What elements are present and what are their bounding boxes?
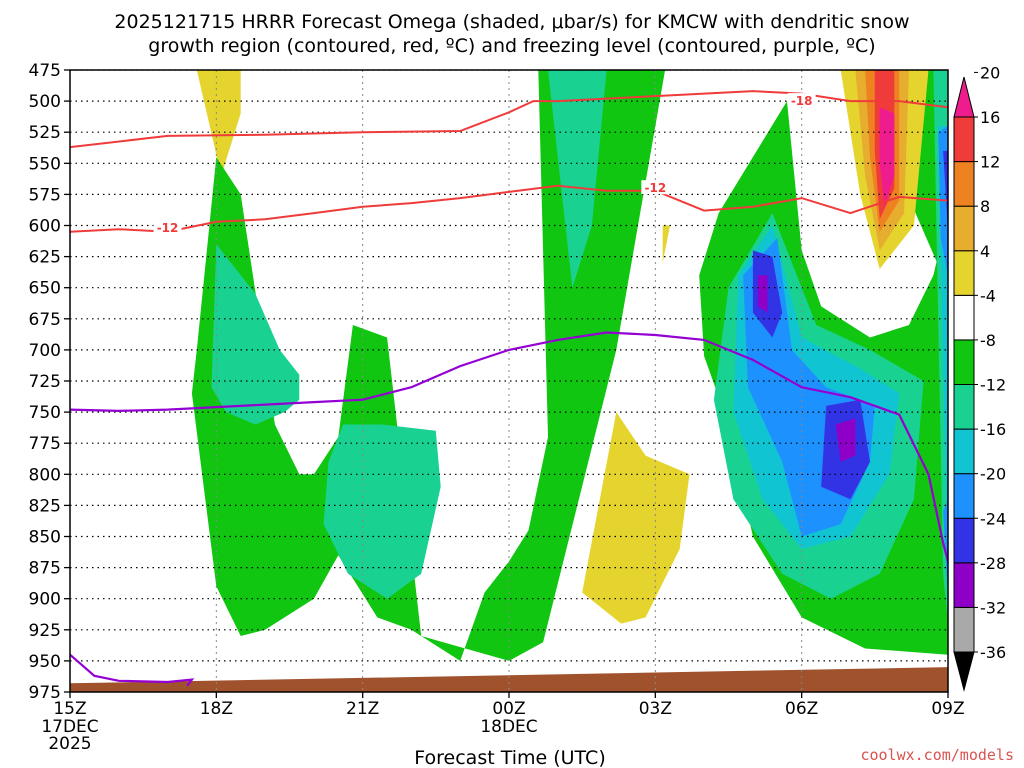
colorbar-bin-12 (953, 116, 975, 163)
colorbar-bin-11 (953, 161, 975, 207)
x-tick-label-2: 21Z (346, 699, 379, 719)
y-tick-label-10: 725 (29, 372, 61, 392)
y-tick-label-6: 625 (29, 248, 61, 268)
colorbar-bin-6 (953, 384, 975, 430)
y-tick-label-19: 950 (29, 652, 61, 672)
contour-label-bg-2 (641, 180, 670, 195)
y-tick-label-18: 925 (29, 621, 61, 641)
x-tick-label-4: 03Z (639, 699, 672, 719)
y-tick-label-11: 750 (29, 403, 61, 423)
y-tick-label-16: 875 (29, 559, 61, 579)
colorbar-tick-label-8: -4 (980, 286, 996, 305)
colorbar-bin-3 (953, 517, 975, 564)
omega-region-15 (835, 418, 856, 462)
plot-area: -18 -12 -12 (69, 69, 949, 693)
plot-inner: -18 -12 -12 (70, 70, 948, 692)
contour-label-2: -12 (644, 181, 666, 195)
x-tick-label-3: 00Z (492, 699, 525, 719)
omega-region-0 (196, 70, 241, 176)
x-tick-label-0: 15Z (53, 699, 86, 719)
contour-label-bg-1 (153, 219, 182, 234)
colorbar-tick-label-4: -20 (980, 465, 1006, 484)
omega-region-5 (582, 412, 690, 624)
colorbar-tick-label-6: -12 (980, 376, 1006, 395)
credit-text: coolwx.com/models (860, 746, 1014, 764)
colorbar-tick-label-7: -8 (980, 331, 996, 350)
x-tick-label-5: 06Z (785, 699, 818, 719)
contour-label-0: -18 (791, 94, 813, 108)
x-subdate-0-0: 17DEC (41, 717, 98, 737)
freezing-level-near-surface-contour (70, 653, 195, 687)
colorbar-tick-label-1: -32 (980, 598, 1006, 617)
colorbar-tick-label-10: 8 (980, 197, 990, 216)
colorbar-bin-5 (953, 428, 975, 475)
colorbar-tick-label-11: 12 (980, 153, 1000, 172)
colorbar-bin-13 (953, 76, 975, 118)
y-tick-label-12: 775 (29, 434, 61, 454)
colorbar-tick-label-12: 16 (980, 108, 1000, 127)
omega-region-1 (191, 70, 666, 661)
y-tick-label-17: 900 (29, 590, 61, 610)
omega-region-2 (548, 70, 607, 288)
chart-title-line2: growth region (contoured, red, ºC) and f… (148, 35, 875, 57)
x-axis-label: Forecast Time (UTC) (414, 747, 605, 768)
colorbar-tick-label-2: -28 (980, 554, 1006, 573)
colorbar-bin-9 (953, 250, 975, 296)
y-tick-label-4: 575 (29, 185, 61, 205)
omega-region-12 (752, 250, 783, 338)
freezing-level-contour (70, 331, 948, 562)
colorbar: -36 -32 -28 -24 -20 -16 -12 -8 -4 4 8 12 16 20 (953, 63, 1006, 692)
x-subdate-0-1: 2025 (48, 734, 91, 754)
y-tick-label-5: 600 (29, 217, 61, 237)
colorbar-bin-2 (953, 562, 975, 608)
terrain-fill (70, 667, 948, 692)
chart-title-line1: 2025121715 HRRR Forecast Omega (shaded, … (114, 11, 909, 33)
y-tick-label-1: 500 (29, 92, 61, 112)
colorbar-bin-0 (953, 651, 975, 692)
contour-label-1: -12 (157, 221, 179, 235)
y-tick-label-7: 650 (29, 279, 61, 299)
colorbar-bin-7 (953, 339, 975, 385)
omega-region-3 (211, 244, 300, 425)
colorbar-bin-1 (953, 606, 975, 653)
colorbar-bin-4 (953, 473, 975, 519)
colorbar-bin-10 (953, 205, 975, 252)
y-tick-label-20: 975 (29, 683, 61, 703)
omega-region-4 (323, 424, 441, 599)
colorbar-bin-8 (953, 294, 975, 341)
y-axis: 475 500 525 550 575 600 625 650 675 700 725 750 775 8… (29, 61, 70, 703)
omega-region-14 (757, 275, 768, 313)
x-tick-label-6: 09Z (931, 699, 964, 719)
y-tick-label-8: 675 (29, 310, 61, 330)
colorbar-tick-label-5: -16 (980, 420, 1006, 439)
colorbar-tick-label-9: 4 (980, 242, 990, 261)
colorbar-tick-label-0: -36 (980, 643, 1006, 662)
x-tick-label-1: 18Z (200, 699, 233, 719)
y-tick-label-14: 825 (29, 496, 61, 516)
dgz-minus18-contour (70, 90, 948, 149)
colorbar-tick-label-13: 20 (980, 63, 1000, 82)
contour-label-bg-0 (787, 93, 816, 108)
y-tick-label-13: 800 (29, 465, 61, 485)
omega-region-24 (943, 150, 948, 232)
x-subdate-1-0: 18DEC (480, 717, 537, 737)
y-tick-label-9: 700 (29, 341, 61, 361)
y-tick-label-15: 850 (29, 528, 61, 548)
omega-region-6 (662, 225, 670, 263)
colorbar-tick-label-3: -24 (980, 509, 1006, 528)
y-tick-label-2: 525 (29, 123, 61, 143)
y-tick-label-3: 550 (29, 154, 61, 174)
dgz-minus12-contour (70, 184, 948, 233)
y-tick-label-0: 475 (29, 61, 61, 81)
